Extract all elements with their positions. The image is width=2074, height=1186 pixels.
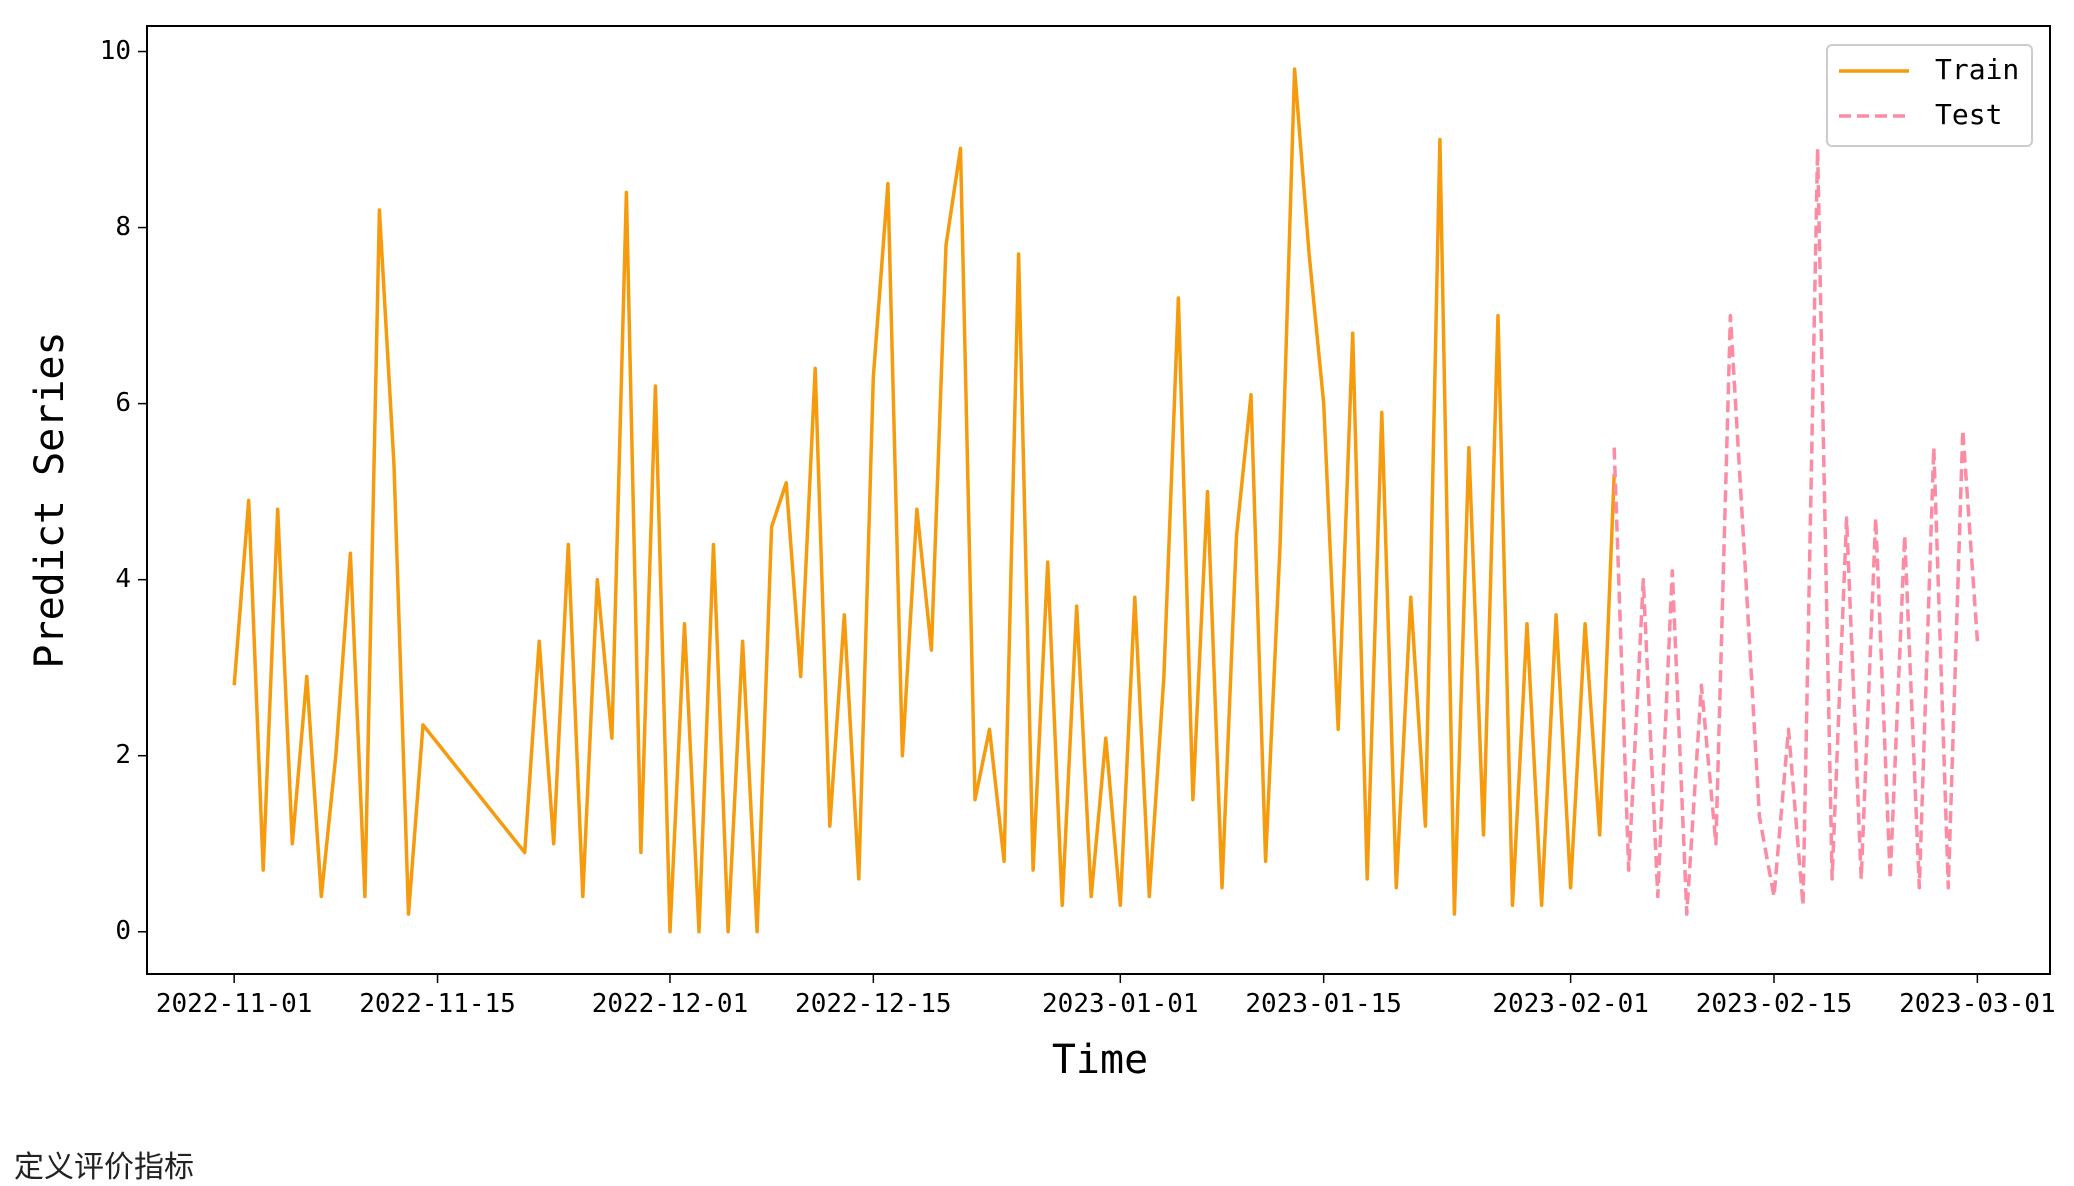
x-tick-label: 2022-12-01 [592,989,749,1019]
x-axis-label: Time [1052,1037,1148,1083]
y-tick-label: 8 [115,212,131,242]
footer-text: 定义评价指标 [14,1150,194,1185]
series-line [1612,146,1980,916]
y-tick-label: 0 [115,916,131,946]
chart: Time Predict Series 0 2 4 6 8 10 2022-11-01 202… [27,25,2056,1083]
series-line [232,67,1616,934]
x-tick-label: 2023-01-01 [1042,989,1199,1019]
y-tick-label: 2 [115,740,131,770]
x-tick-label: 2022-11-15 [359,989,516,1019]
plot-frame [146,25,2051,975]
legend-label: Train [1935,53,2019,86]
x-tick-label: 2022-11-01 [156,989,313,1019]
legend-label: Test [1935,98,2002,131]
x-tick-label: 2023-01-15 [1245,989,1402,1019]
y-tick-label: 6 [115,388,131,418]
y-axis-label: Predict Series [27,331,73,668]
y-tick-label: 4 [115,564,131,594]
x-tick-label: 2023-02-15 [1696,989,1853,1019]
x-tick-label: 2023-02-01 [1492,989,1649,1019]
x-tick-label: 2022-12-15 [795,989,952,1019]
y-tick-label: 10 [100,36,131,66]
x-tick-label: 2023-03-01 [1899,989,2056,1019]
